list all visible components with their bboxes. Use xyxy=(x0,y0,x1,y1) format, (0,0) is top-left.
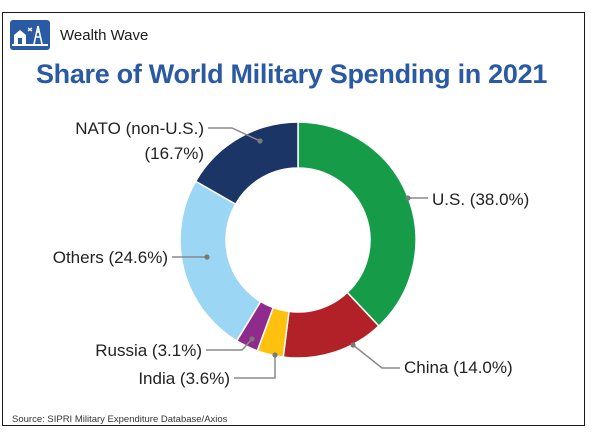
slice-others xyxy=(179,180,262,342)
leader-dot-nato-non-u-s xyxy=(257,138,263,144)
leader-dot-russia xyxy=(249,336,255,342)
leader-line-nato-non-u-s xyxy=(208,127,261,142)
donut-chart: U.S. (38.0%) China (14.0%) India (3.6%) Rus… xyxy=(53,119,530,388)
slice-label-russia: Russia (3.1%) xyxy=(95,341,202,360)
leader-dot-u-s xyxy=(405,195,411,201)
source-note: Source: SIPRI Military Expenditure Datab… xyxy=(12,414,228,425)
leader-dot-china xyxy=(350,342,356,348)
slice-label-others: Others (24.6%) xyxy=(53,248,168,267)
leader-line-russia xyxy=(206,338,253,351)
slice-label-nato-non-u-s-line-1: NATO (non-U.S.) xyxy=(75,119,204,138)
slice-label-u-s: U.S. (38.0%) xyxy=(432,190,529,209)
brand: Wealth Wave xyxy=(10,20,148,50)
brand-name: Wealth Wave xyxy=(60,26,149,44)
slice-label-india: India (3.6%) xyxy=(138,369,230,388)
slice-label-china: China (14.0%) xyxy=(404,358,513,377)
leader-dot-india xyxy=(272,352,278,358)
leader-dot-others xyxy=(204,254,210,260)
chart-title: Share of World Military Spending in 2021 xyxy=(35,59,548,89)
leader-line-china xyxy=(352,344,400,369)
slice-u-s xyxy=(297,121,417,328)
house-and-oil-rig-logo-icon xyxy=(10,20,50,50)
slice-nato-non-u-s xyxy=(194,121,299,206)
leader-line-india xyxy=(234,355,276,379)
slice-label-nato-non-u-s-line-2: (16.7%) xyxy=(144,144,204,163)
